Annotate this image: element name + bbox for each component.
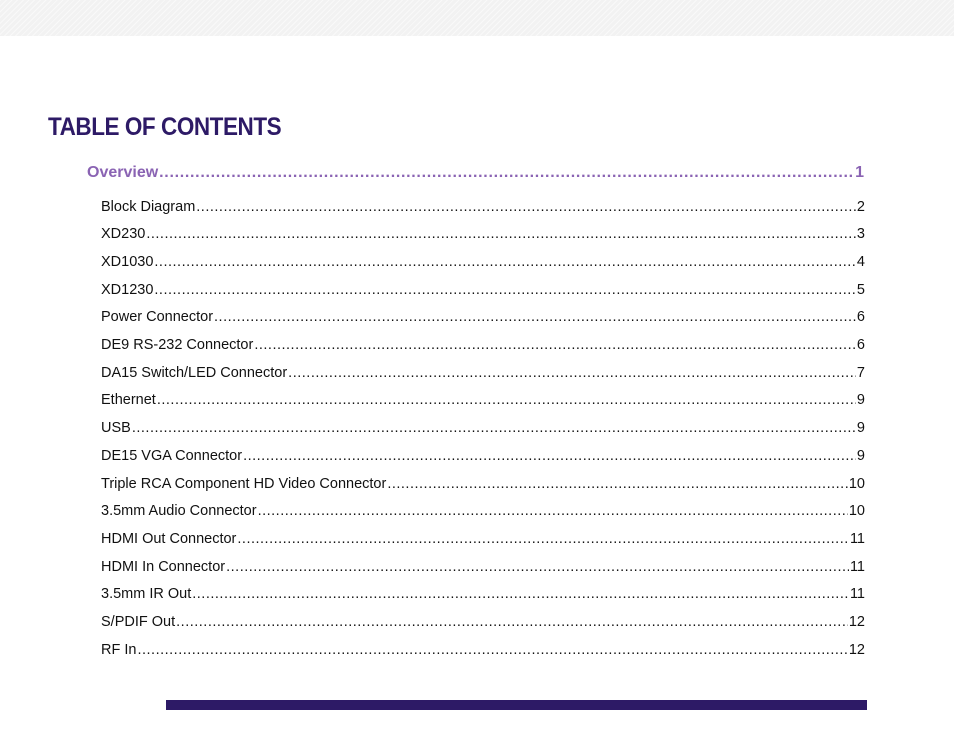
toc-entry[interactable]: S/PDIF Out 12 (101, 613, 865, 631)
toc-entry-page: 10 (848, 476, 865, 492)
toc-entry-page: 12 (848, 614, 865, 630)
toc-entry-page: 3 (856, 226, 865, 242)
toc-entry-label: Power Connector (101, 309, 214, 325)
toc-entry-label: RF In (101, 642, 137, 658)
toc-leader-dots (387, 475, 848, 493)
toc-entry[interactable]: HDMI In Connector 11 (101, 558, 865, 576)
toc-entry-label: HDMI Out Connector (101, 531, 237, 547)
toc-entry-page: 4 (856, 254, 865, 270)
toc-entry-label: XD1030 (101, 254, 154, 270)
toc-leader-dots (157, 391, 856, 409)
toc-leader-dots (192, 585, 849, 603)
toc-entry-label: XD1230 (101, 282, 154, 298)
toc-section-overview[interactable]: Overview 1 (87, 164, 864, 182)
toc-leader-dots (137, 641, 847, 659)
toc-entry[interactable]: DA15 Switch/LED Connector 7 (101, 364, 865, 382)
toc-entry-page: 9 (856, 392, 865, 408)
toc-entry-label: DE15 VGA Connector (101, 448, 243, 464)
header-band (0, 0, 954, 36)
toc-leader-dots (159, 164, 854, 182)
toc-entry-label: S/PDIF Out (101, 614, 176, 630)
toc-section-label: Overview (87, 164, 159, 181)
toc-leader-dots (226, 558, 849, 576)
toc-leader-dots (254, 336, 856, 354)
toc-entry-page: 12 (848, 642, 865, 658)
toc-entry[interactable]: Ethernet 9 (101, 391, 865, 409)
toc-leader-dots (154, 253, 856, 271)
toc-entry[interactable]: RF In 12 (101, 641, 865, 659)
toc-entry[interactable]: XD1230 5 (101, 281, 865, 299)
toc-leader-dots (132, 419, 856, 437)
toc-entry[interactable]: 3.5mm Audio Connector 10 (101, 502, 865, 520)
toc-entry-page: 2 (856, 199, 865, 215)
toc-leader-dots (196, 198, 856, 216)
toc-entry[interactable]: Triple RCA Component HD Video Connector … (101, 475, 865, 493)
toc-entry-label: USB (101, 420, 131, 436)
toc-entry-page: 9 (856, 448, 865, 464)
toc-entry-label: Ethernet (101, 392, 156, 408)
toc-entry-page: 7 (856, 365, 865, 381)
toc-entry-label: DE9 RS-232 Connector (101, 337, 254, 353)
toc-entry-label: Triple RCA Component HD Video Connector (101, 476, 387, 492)
toc-leader-dots (237, 530, 849, 548)
footer-bar (166, 700, 867, 710)
toc-entry-page: 6 (856, 337, 865, 353)
toc-entry[interactable]: Power Connector 6 (101, 308, 865, 326)
toc-entry[interactable]: DE9 RS-232 Connector 6 (101, 336, 865, 354)
toc-entry[interactable]: HDMI Out Connector 11 (101, 530, 865, 548)
toc-section-page: 1 (855, 164, 864, 181)
toc-entry-page: 9 (856, 420, 865, 436)
toc-leader-dots (243, 447, 856, 465)
toc-entry-page: 5 (856, 282, 865, 298)
toc-leader-dots (288, 364, 856, 382)
toc-entry-label: 3.5mm IR Out (101, 586, 192, 602)
toc-entry-label: HDMI In Connector (101, 559, 226, 575)
toc-entry-page: 11 (849, 531, 865, 547)
toc-entry-page: 11 (849, 559, 865, 575)
toc-entry-page: 10 (848, 503, 865, 519)
toc-leader-dots (154, 281, 856, 299)
toc-leader-dots (258, 502, 848, 520)
toc-entry-page: 11 (849, 586, 865, 602)
toc-entry[interactable]: USB 9 (101, 419, 865, 437)
toc-entry-page: 6 (856, 309, 865, 325)
toc-leader-dots (146, 225, 856, 243)
toc-entry[interactable]: 3.5mm IR Out 11 (101, 585, 865, 603)
toc-entry[interactable]: DE15 VGA Connector 9 (101, 447, 865, 465)
toc-entry-label: Block Diagram (101, 199, 196, 215)
toc-entry[interactable]: XD1030 4 (101, 253, 865, 271)
toc-entry-label: DA15 Switch/LED Connector (101, 365, 288, 381)
page-title: TABLE OF CONTENTS (48, 113, 282, 141)
toc-leader-dots (214, 308, 856, 326)
toc-entry-label: 3.5mm Audio Connector (101, 503, 257, 519)
toc-entry-label: XD230 (101, 226, 146, 242)
toc-leader-dots (176, 613, 848, 631)
toc-entry[interactable]: XD230 3 (101, 225, 865, 243)
toc-entry[interactable]: Block Diagram 2 (101, 198, 865, 216)
